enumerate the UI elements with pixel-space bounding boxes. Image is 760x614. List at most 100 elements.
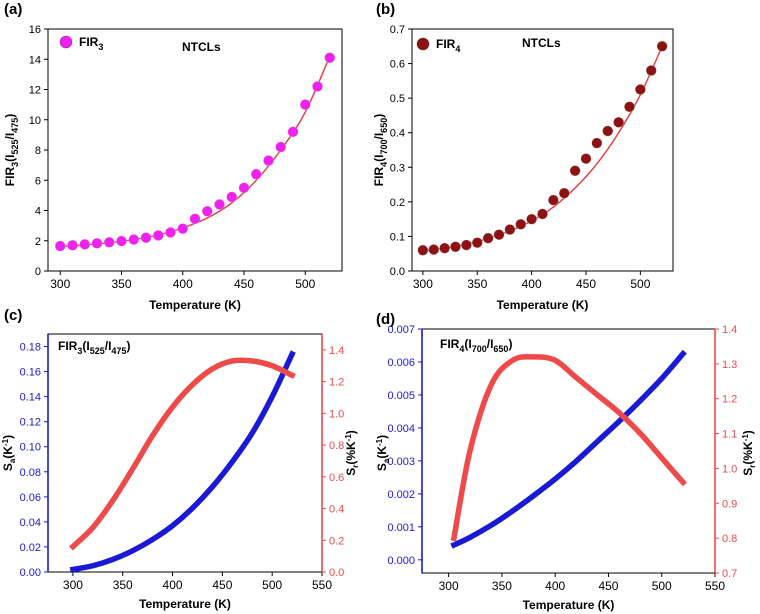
- x-tick-label: 500: [652, 579, 672, 593]
- y-tick-label: 8: [35, 145, 41, 157]
- right-y-tick-label: 1.0: [722, 463, 737, 475]
- y-tick-label: 0: [35, 266, 41, 278]
- data-point: [128, 234, 140, 246]
- right-y-tick-label: 0.8: [722, 533, 737, 545]
- data-point: [526, 213, 538, 225]
- right-y-axis-label: Sr(%K-1): [344, 430, 360, 476]
- y-tick-label: 0.10: [20, 442, 41, 454]
- x-axis-label: Temperature (K): [497, 298, 589, 312]
- data-point: [536, 208, 548, 220]
- label-sub: 650: [493, 344, 508, 354]
- y-tick-label: 0.16: [20, 367, 41, 379]
- label-sup: -1: [741, 434, 750, 442]
- x-tick-label: 300: [413, 277, 433, 291]
- right-y-tick-label: 1.2: [722, 394, 737, 406]
- label-sub: 3: [10, 162, 20, 167]
- data-point: [613, 116, 625, 128]
- data-point: [591, 137, 603, 149]
- data-point: [493, 229, 505, 241]
- y-tick-label: 10: [29, 115, 41, 127]
- y-tick-label: 0.0: [390, 266, 405, 278]
- legend-label: FIR4: [436, 37, 460, 54]
- data-point: [449, 241, 461, 253]
- data-point: [201, 205, 213, 217]
- right-y-tick-label: 1.1: [722, 429, 737, 441]
- label-sub: 475: [111, 346, 126, 356]
- label-mid: (I: [3, 155, 17, 162]
- data-point: [79, 238, 91, 250]
- annotation: NTCLs: [182, 40, 221, 54]
- x-tick-label: 550: [312, 578, 332, 592]
- panel-d: 300 350 400 450 500 550 0.000 0.001 0.002 0.003 0.…: [375, 311, 757, 612]
- data-point: [439, 242, 451, 254]
- label-sub: 650: [379, 118, 389, 133]
- data-point: [311, 80, 323, 92]
- label-mid: /I: [3, 133, 17, 140]
- label-sub: r: [351, 465, 360, 468]
- data-point: [656, 40, 668, 52]
- label-base: FIR: [372, 167, 386, 187]
- y-tick-label: 0.06: [20, 492, 41, 504]
- data-point: [547, 194, 559, 206]
- y-tick-label: 0.004: [387, 423, 415, 435]
- y-tick-label: 0.000: [387, 555, 415, 567]
- x-tick-label: 450: [576, 277, 596, 291]
- data-point: [250, 168, 262, 180]
- data-point: [116, 235, 128, 247]
- label-sub: 4: [379, 162, 389, 167]
- right-y-tick-label: 0.8: [329, 440, 344, 452]
- y-tick-label: 16: [29, 24, 41, 36]
- x-tick-label: 450: [234, 277, 254, 291]
- legend-sub: 4: [455, 44, 460, 54]
- x-tick-label: 350: [492, 579, 512, 593]
- label-sub: 525: [90, 346, 105, 356]
- label-end: ): [126, 339, 130, 353]
- x-tick-label: 400: [522, 277, 542, 291]
- y-tick-label: 4: [35, 206, 41, 218]
- data-point: [214, 198, 226, 210]
- label-base: FIR: [440, 337, 460, 351]
- y-tick-label: 0.2: [390, 197, 405, 209]
- label-mid: /I: [372, 133, 386, 140]
- y-tick-label: 0.6: [390, 59, 405, 71]
- label-end: ): [375, 435, 389, 439]
- legend-sub: 3: [98, 42, 103, 52]
- label-mid: (I: [82, 339, 89, 353]
- label-base: S: [1, 463, 15, 471]
- panel-a: 300 350 400 450 5000246810121416(a)NTCLsFIR3…: [3, 1, 343, 312]
- plot-frame: [47, 28, 343, 272]
- right-series-line: [450, 354, 687, 542]
- label-base: FIR: [3, 167, 17, 187]
- y-tick-label: 0.002: [387, 489, 415, 501]
- right-y-tick-label: 0.4: [329, 504, 344, 516]
- x-axis-label: Temperature (K): [523, 598, 615, 612]
- data-point: [189, 213, 201, 225]
- y-tick-label: 12: [29, 85, 41, 97]
- x-tick-label: 350: [113, 578, 133, 592]
- y-tick-label: 0.1: [390, 231, 405, 243]
- panel-b: 300 350 400 450 500 0.0 0.1 0.2 0.3 0.4 0.5 0.6 0.7 (…: [372, 1, 674, 312]
- label-mid: (K: [1, 446, 15, 459]
- x-tick-label: 450: [212, 578, 232, 592]
- data-point: [471, 237, 483, 249]
- label-mid: /I: [105, 339, 112, 353]
- data-point: [324, 52, 336, 64]
- data-point: [482, 232, 494, 244]
- y-tick-label: 0.4: [390, 128, 405, 140]
- right-y-tick-label: 1.4: [722, 324, 737, 336]
- label-sub: 700: [472, 344, 487, 354]
- label-sub: 4: [459, 344, 464, 354]
- data-point: [645, 64, 657, 76]
- x-tick-label: 400: [545, 579, 565, 593]
- y-tick-label: 6: [35, 175, 41, 187]
- data-point: [287, 126, 299, 138]
- data-point: [515, 218, 527, 230]
- right-y-tick-label: 1.4: [329, 345, 344, 357]
- label-mid: (K: [375, 446, 389, 459]
- label-end: ): [741, 430, 755, 434]
- panel-tag: (d): [376, 311, 395, 328]
- label-end: ): [1, 435, 15, 439]
- right-y-tick-label: 0.9: [722, 498, 737, 510]
- y-tick-label: 0.5: [390, 93, 405, 105]
